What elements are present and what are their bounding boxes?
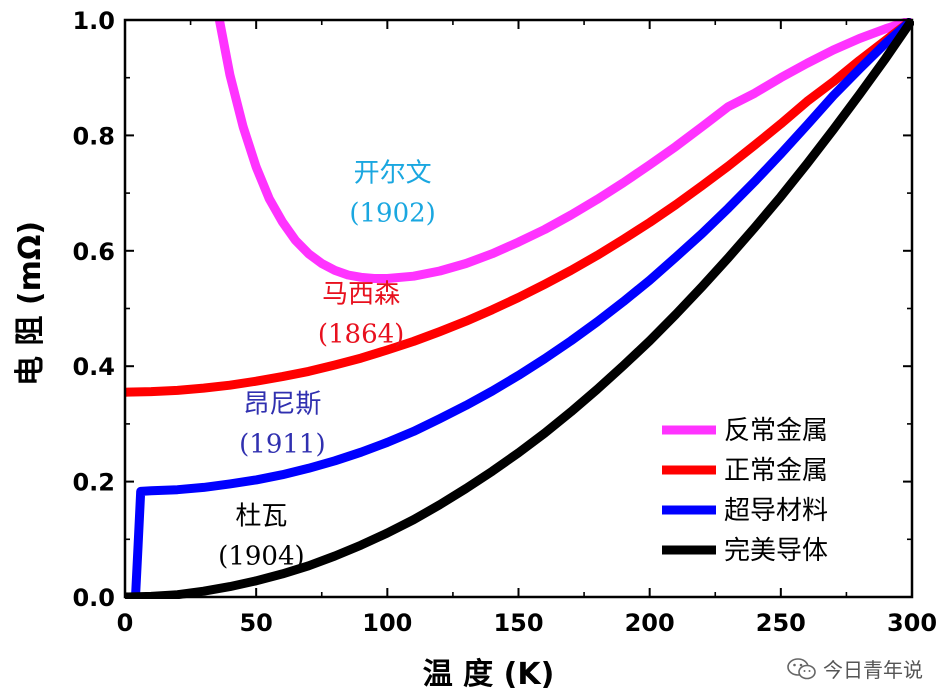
annotation-name-1: 开尔文 (354, 159, 432, 189)
x-tick-label: 50 (239, 609, 272, 637)
series-line-3 (131, 18, 914, 599)
annotation-year-2: (1864) (318, 320, 404, 350)
annotation-name-3: 昂尼斯 (243, 389, 321, 419)
annotation-name-2: 马西森 (322, 280, 400, 310)
y-tick-label: 0.8 (72, 122, 115, 150)
axes: 0 50 100 150 200 250 300 0.0 0.2 0.4 0.6 0.8 1.0 温 度 … (13, 7, 937, 692)
wechat-icon (787, 657, 816, 679)
y-axis-title: 电 阻 (mΩ) (13, 221, 48, 386)
annotations: 开尔文 (1902) 马西森 (1864) 昂尼斯 (1911) 杜瓦 (1904) (218, 159, 436, 572)
y-tick-label: 0.6 (72, 238, 115, 266)
watermark-text: 今日青年说 (823, 658, 923, 682)
annotation-year-4: (1904) (218, 541, 304, 571)
series-line-2 (125, 18, 914, 397)
y-tick-label: 0.4 (72, 353, 115, 381)
series-lines (125, 18, 914, 599)
x-tick-label: 200 (625, 609, 675, 637)
series-line-4 (125, 18, 914, 599)
y-tick-label: 0.2 (72, 469, 115, 497)
x-tick-label: 250 (756, 609, 806, 637)
legend-label-1: 反常金属 (724, 416, 828, 446)
y-tick-label: 0.0 (72, 584, 115, 612)
legend-label-3: 超导材料 (724, 496, 828, 526)
x-tick-label: 0 (117, 609, 134, 637)
legend-label-4: 完美导体 (724, 536, 828, 566)
watermark: 今日青年说 (787, 654, 923, 683)
x-tick-label: 300 (887, 609, 937, 637)
legend-label-2: 正常金属 (724, 456, 828, 486)
annotation-year-1: (1902) (349, 199, 435, 229)
series-line-1 (214, 18, 914, 283)
annotation-name-4: 杜瓦 (235, 501, 287, 531)
x-axis-title: 温 度 (K) (423, 657, 555, 692)
x-tick-label: 100 (362, 609, 412, 637)
annotation-year-3: (1911) (239, 429, 325, 459)
y-tick-label: 1.0 (72, 7, 115, 35)
x-tick-label: 150 (493, 609, 543, 637)
